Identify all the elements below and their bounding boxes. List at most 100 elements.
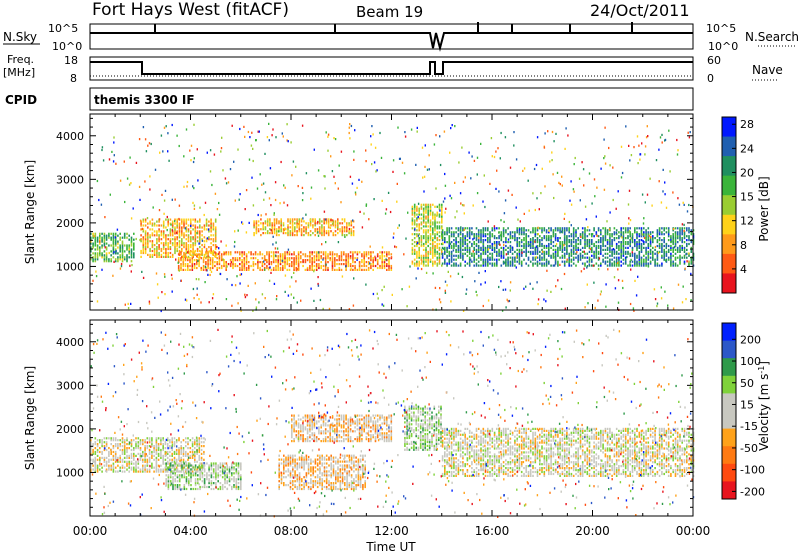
power-scatter-cell xyxy=(513,131,515,134)
velocity-cell xyxy=(112,447,115,450)
power-cell xyxy=(554,260,557,263)
power-cell xyxy=(180,268,182,271)
power-scatter-cell xyxy=(686,260,688,263)
power-cell xyxy=(245,261,248,264)
power-scatter-cell xyxy=(163,126,166,129)
power-cell xyxy=(288,268,291,271)
power-cell xyxy=(557,248,559,251)
power-cell xyxy=(411,217,414,220)
power-scatter-cell xyxy=(211,297,214,300)
power-scatter-cell xyxy=(637,275,639,278)
power-cell xyxy=(325,222,328,225)
power-cell xyxy=(257,261,259,264)
velocity-cell xyxy=(172,487,174,491)
power-scatter-cell xyxy=(523,212,525,215)
power-cell xyxy=(324,264,327,268)
power-cell xyxy=(257,264,259,268)
power-cell xyxy=(462,237,464,240)
power-cell xyxy=(189,268,191,271)
velocity-cell xyxy=(176,474,179,477)
power-scatter-cell xyxy=(274,247,277,250)
power-cell xyxy=(181,220,183,223)
power-cell xyxy=(543,252,546,255)
power-scatter-cell xyxy=(617,190,619,193)
power-scatter-cell xyxy=(317,234,320,237)
power-scatter-cell xyxy=(461,146,463,149)
velocity-cell xyxy=(182,460,185,463)
power-cell xyxy=(418,242,420,246)
power-cell xyxy=(548,260,550,263)
power-cell xyxy=(466,233,469,236)
power-cell xyxy=(634,260,636,263)
velocity-cell xyxy=(185,441,187,444)
power-cell xyxy=(370,253,372,256)
power-cell xyxy=(239,253,241,256)
power-cell xyxy=(665,254,668,257)
power-cell xyxy=(468,246,471,249)
power-cell xyxy=(187,263,189,266)
power-cell xyxy=(248,261,250,264)
power-scatter-cell xyxy=(664,193,666,196)
power-cell xyxy=(649,260,652,263)
power-cell xyxy=(645,231,647,234)
velocity-cell xyxy=(96,454,99,457)
velocity-cell xyxy=(155,447,158,450)
power-scatter-cell xyxy=(584,205,587,208)
power-cell xyxy=(348,232,350,235)
power-cell xyxy=(183,244,185,247)
power-cell xyxy=(174,242,176,245)
velocity-cell xyxy=(94,447,97,450)
power-cell xyxy=(667,256,670,259)
power-scatter-cell xyxy=(605,305,607,308)
power-cell xyxy=(381,264,383,268)
power-scatter-cell xyxy=(495,150,497,153)
power-scatter-cell xyxy=(408,285,411,288)
power-cell xyxy=(622,252,625,255)
power-scatter-cell xyxy=(249,136,251,139)
power-cell xyxy=(418,229,420,232)
velocity-cell xyxy=(155,468,158,471)
power-cell xyxy=(352,226,355,229)
velocity-cell xyxy=(194,458,196,461)
power-cell xyxy=(174,246,176,249)
power-scatter-cell xyxy=(368,218,370,221)
power-scatter-cell xyxy=(676,153,679,156)
power-cell xyxy=(429,223,432,226)
velocity-cell xyxy=(174,485,176,489)
power-scatter-cell xyxy=(580,270,583,273)
power-cell xyxy=(649,233,652,236)
power-cell xyxy=(220,259,223,262)
power-cell xyxy=(581,231,584,234)
power-cell xyxy=(327,268,329,271)
power-scatter-cell xyxy=(457,272,460,275)
power-cell xyxy=(176,224,178,227)
velocity-cell xyxy=(126,460,128,463)
power-cell xyxy=(192,244,194,247)
power-cell xyxy=(563,252,566,255)
power-cell xyxy=(620,231,622,234)
power-scatter-cell xyxy=(275,241,277,244)
power-scatter-cell xyxy=(145,150,148,153)
power-cell xyxy=(413,252,416,255)
power-cell xyxy=(185,246,188,249)
velocity-cell xyxy=(185,452,187,455)
velocity-cell xyxy=(142,470,144,473)
power-cell xyxy=(320,264,322,268)
power-cell xyxy=(468,229,471,232)
power-cell xyxy=(121,246,124,249)
power-cell xyxy=(516,237,518,240)
power-cell xyxy=(322,257,325,260)
power-cell xyxy=(604,231,607,234)
power-cell xyxy=(453,258,455,261)
power-cell xyxy=(611,239,613,242)
power-cell xyxy=(568,264,570,267)
power-scatter-cell xyxy=(222,169,224,172)
power-cell xyxy=(568,262,570,265)
power-cell xyxy=(473,237,475,240)
power-cell xyxy=(502,227,505,230)
power-scatter-cell xyxy=(156,283,159,286)
power-scatter-cell xyxy=(614,287,617,290)
power-cell xyxy=(184,257,187,260)
power-cell xyxy=(381,257,383,260)
power-scatter-cell xyxy=(519,220,521,223)
